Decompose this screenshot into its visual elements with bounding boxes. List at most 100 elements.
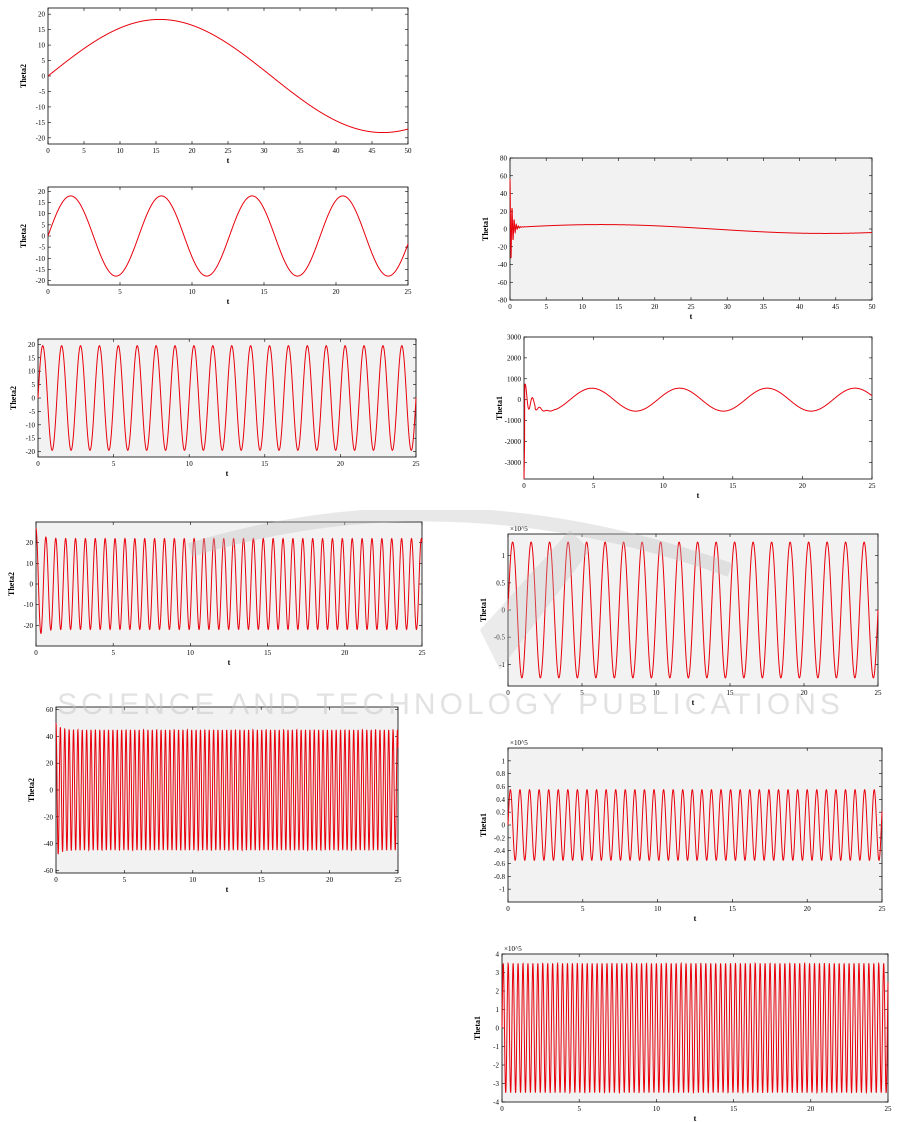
x-tick-label: 10 xyxy=(189,876,197,884)
plot-area xyxy=(47,186,409,286)
chart-left-4: 0 5 10 15 20 25 -20 -10 0 10 20 t Theta2 xyxy=(7,508,426,678)
chart-left-2-svg: 0 5 10 15 20 25 -20 -15 -10 -5 0 5 10 15 20 t Theta2 xyxy=(19,186,412,306)
x-tick-label: 10 xyxy=(654,905,662,913)
y-tick-label: 0 xyxy=(50,787,54,795)
y-tick-label: 20 xyxy=(38,11,46,19)
plot-area xyxy=(523,336,873,480)
x-axis-label: t xyxy=(227,297,230,306)
y-tick-label: 40 xyxy=(500,190,508,198)
x-axis-label: t xyxy=(690,312,693,321)
y-tick-label: -0.8 xyxy=(494,873,506,881)
y-tick-label: 20 xyxy=(38,188,46,196)
y-tick-label: -10 xyxy=(36,103,46,111)
y-tick-label: 60 xyxy=(46,706,54,714)
chart-left-1-svg: 0 5 10 15 20 25 30 35 40 45 50 -20 -15 -10 -5 0 5 10 15 20 t… xyxy=(19,7,412,165)
x-tick-label: 0 xyxy=(506,689,510,697)
y-tick-label: 0 xyxy=(502,607,506,615)
chart-left-5: 0 5 10 15 20 25 -60 -40 -20 0 20 40 60 t Theta2 xyxy=(27,703,410,894)
x-tick-label: 5 xyxy=(82,147,86,155)
y-tick-label: 3000 xyxy=(507,334,522,342)
y-tick-label: 0.5 xyxy=(496,579,505,587)
y-tick-label: -0.6 xyxy=(494,860,506,868)
x-tick-label: 10 xyxy=(117,147,125,155)
y-tick-label: -60 xyxy=(44,867,54,875)
y-tick-label: 10 xyxy=(38,210,46,218)
x-tick-label: 5 xyxy=(580,689,584,697)
y-tick-label: 15 xyxy=(28,354,36,362)
y-tick-label: -5 xyxy=(39,88,45,96)
y-tick-label: 20 xyxy=(28,341,36,349)
x-tick-label: 20 xyxy=(341,649,349,657)
y-tick-label: 15 xyxy=(38,26,46,34)
y-tick-label: -4 xyxy=(493,1099,499,1107)
y-tick-label: 20 xyxy=(26,539,34,547)
y-tick-label: 2 xyxy=(496,988,500,996)
x-tick-label: 15 xyxy=(727,689,735,697)
series-line xyxy=(47,18,409,134)
chart-right-1-svg: 0 5 10 15 20 25 30 35 40 45 50 -80 -60 -40 -20 0 20 40 60 8… xyxy=(481,155,877,322)
series-line xyxy=(37,345,417,451)
y-tick-label: -1 xyxy=(499,661,505,669)
y-tick-label: -0.2 xyxy=(494,834,506,842)
y-tick-label: 2000 xyxy=(507,354,522,362)
x-axis-label: t xyxy=(697,491,700,500)
y-tick-label: -0.4 xyxy=(494,847,506,855)
x-axis-label: t xyxy=(694,1114,697,1122)
x-tick-label: 10 xyxy=(187,649,195,657)
chart-right-1: 0 5 10 15 20 25 30 35 40 45 50 -80 -60 -40 -20 0 20 40 60 8… xyxy=(481,154,880,322)
x-tick-label: 25 xyxy=(885,1105,893,1113)
x-tick-label: 45 xyxy=(832,303,840,311)
y-tick-label: -1 xyxy=(493,1043,499,1051)
x-tick-label: 20 xyxy=(189,147,197,155)
series-line xyxy=(501,961,889,1095)
y-tick-label: 20 xyxy=(500,208,508,216)
x-tick-label: 25 xyxy=(405,288,413,296)
x-tick-label: 15 xyxy=(730,1105,738,1113)
y-tick-label: 10 xyxy=(26,560,34,568)
y-tick-label: -2000 xyxy=(505,438,522,446)
y-tick-label: 0.6 xyxy=(496,783,505,791)
chart-left-5-svg: 0 5 10 15 20 25 -60 -40 -20 0 20 40 60 t Theta2 xyxy=(27,706,402,894)
y-tick-label: -80 xyxy=(498,297,508,305)
x-tick-label: 20 xyxy=(807,1105,815,1113)
y-tick-label: 1 xyxy=(502,552,506,560)
x-tick-label: 30 xyxy=(261,147,269,155)
x-tick-label: 0 xyxy=(34,649,38,657)
y-axis-label: Theta1 xyxy=(495,396,504,420)
y-axis-label: Theta2 xyxy=(19,224,28,248)
y-tick-label: -40 xyxy=(44,840,54,848)
x-tick-label: 50 xyxy=(869,303,877,311)
x-tick-label: 0 xyxy=(54,876,58,884)
x-tick-label: 15 xyxy=(264,649,272,657)
y-tick-label: 20 xyxy=(46,760,54,768)
y-tick-label: 10 xyxy=(38,42,46,50)
y-tick-label: -20 xyxy=(498,243,508,251)
y-tick-label: 5 xyxy=(42,57,46,65)
chart-left-4-svg: 0 5 10 15 20 25 -20 -10 0 10 20 t Theta2 xyxy=(7,521,426,667)
y-axis-label: Theta2 xyxy=(9,386,18,410)
x-tick-label: 5 xyxy=(544,303,548,311)
y-tick-label: -3000 xyxy=(505,459,522,467)
x-tick-label: 15 xyxy=(261,460,269,468)
x-tick-label: 0 xyxy=(506,905,510,913)
series-line xyxy=(507,541,879,679)
y-tick-label: 0 xyxy=(30,581,34,589)
x-tick-label: 25 xyxy=(413,460,421,468)
x-tick-label: 10 xyxy=(186,460,194,468)
plot-area xyxy=(509,157,873,301)
x-tick-label: 20 xyxy=(337,460,345,468)
y-tick-label: -20 xyxy=(36,277,46,285)
x-tick-label: 5 xyxy=(111,649,115,657)
y-tick-label: -15 xyxy=(36,119,46,127)
y-tick-label: 0 xyxy=(42,233,46,241)
chart-right-2: 0 5 10 15 20 25 -3000 -2000 -1000 0 1000 2000 3000 t T… xyxy=(482,333,880,501)
y-tick-label: -1 xyxy=(499,886,505,894)
x-tick-label: 40 xyxy=(796,303,804,311)
y-axis-label: Theta2 xyxy=(27,778,36,802)
y-tick-label: -10 xyxy=(36,255,46,263)
y-tick-label: 5 xyxy=(42,221,46,229)
y-tick-label: -20 xyxy=(36,134,46,142)
chart-left-2: 0 5 10 15 20 25 -20 -15 -10 -5 0 5 10 15 20 t Theta2 xyxy=(10,183,412,306)
y-tick-label: 3 xyxy=(496,969,500,977)
y-axis-label: Theta2 xyxy=(19,64,28,88)
